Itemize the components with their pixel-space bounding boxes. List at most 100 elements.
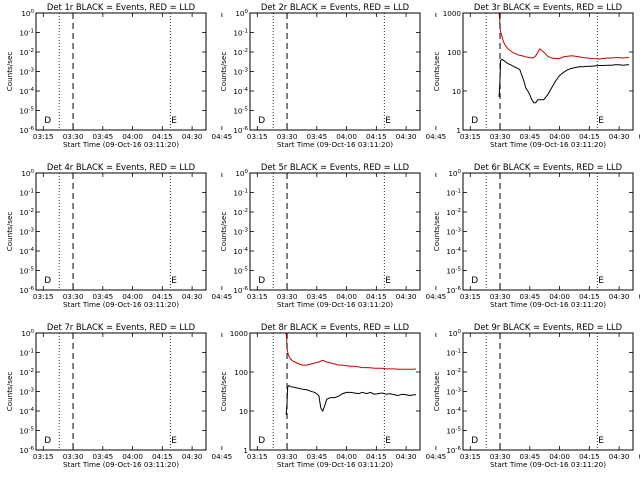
x-tick-label: 03:45 bbox=[92, 452, 113, 461]
x-axis-label: Start Time (09-Oct-16 03:11:20) bbox=[490, 460, 606, 469]
marker-d: D bbox=[471, 116, 478, 126]
x-tick-label: 04:30 bbox=[182, 452, 203, 461]
x-tick-label: 04:30 bbox=[396, 452, 417, 461]
marker-d: D bbox=[44, 276, 51, 286]
y-tick-label: 10-4 bbox=[19, 407, 34, 416]
x-axis-label: Start Time (09-Oct-16 03:11:20) bbox=[490, 300, 606, 309]
x-tick-label: 03:45 bbox=[519, 452, 540, 461]
x-tick-label: 03:15 bbox=[33, 132, 54, 141]
y-tick-label: 10 bbox=[239, 407, 249, 416]
x-tick-label: 03:45 bbox=[306, 132, 327, 141]
x-axis-label: Start Time (09-Oct-16 03:11:20) bbox=[63, 140, 179, 149]
detector-panel-3: Det 3r BLACK = Events, RED = LLD Counts/s… bbox=[432, 2, 640, 149]
plot-frame bbox=[35, 332, 207, 451]
x-axis-label: Start Time (09-Oct-16 03:11:20) bbox=[490, 140, 606, 149]
y-tick-label: 10-1 bbox=[446, 189, 461, 198]
y-tick-label: 100 bbox=[234, 368, 248, 377]
y-tick-label: 10-3 bbox=[19, 68, 34, 77]
y-tick-label: 10-4 bbox=[233, 87, 248, 96]
lld-series-line bbox=[498, 12, 629, 60]
x-tick-label: 04:00 bbox=[336, 452, 357, 461]
x-tick-label: 03:30 bbox=[63, 292, 84, 301]
y-tick-label: 100 bbox=[235, 9, 248, 18]
x-tick-label: 04:30 bbox=[182, 132, 203, 141]
y-tick-label: 10-1 bbox=[19, 349, 34, 358]
panel-title: Det 4r BLACK = Events, RED = LLD bbox=[47, 162, 195, 172]
x-tick-label: 03:15 bbox=[247, 132, 268, 141]
marker-e: E bbox=[385, 276, 391, 286]
events-series-line bbox=[498, 58, 629, 104]
x-tick-label: 04:00 bbox=[122, 292, 143, 301]
x-tick-label: 04:45 bbox=[426, 452, 447, 461]
y-axis-label: Counts/sec bbox=[432, 52, 441, 92]
y-tick-label: 10-1 bbox=[233, 189, 248, 198]
y-axis-label: Counts/sec bbox=[219, 212, 228, 252]
x-tick-label: 03:15 bbox=[460, 452, 481, 461]
x-tick-label: 04:45 bbox=[212, 292, 233, 301]
y-tick-label: 100 bbox=[447, 48, 461, 57]
y-tick-label: 10-6 bbox=[19, 286, 34, 295]
plot-frame bbox=[462, 172, 634, 291]
y-axis-label: Counts/sec bbox=[5, 52, 14, 92]
y-tick-label: 10-6 bbox=[446, 446, 461, 455]
panel-title: Det 1r BLACK = Events, RED = LLD bbox=[47, 2, 195, 12]
y-tick-label: 10-3 bbox=[233, 228, 248, 237]
y-tick-label: 10-4 bbox=[19, 247, 34, 256]
marker-d: D bbox=[258, 436, 265, 446]
x-tick-label: 03:15 bbox=[33, 452, 54, 461]
x-tick-label: 04:15 bbox=[366, 292, 387, 301]
marker-e: E bbox=[171, 116, 177, 126]
x-tick-label: 04:15 bbox=[366, 132, 387, 141]
plot-frame bbox=[249, 172, 421, 291]
y-tick-label: 10-2 bbox=[19, 48, 34, 57]
x-tick-label: 04:15 bbox=[152, 292, 173, 301]
y-tick-label: 10-1 bbox=[233, 29, 248, 38]
y-tick-label: 10-2 bbox=[19, 208, 34, 217]
y-tick-label: 10-2 bbox=[233, 208, 248, 217]
x-axis-label: Start Time (09-Oct-16 03:11:20) bbox=[277, 140, 393, 149]
y-axis-label: Counts/sec bbox=[5, 372, 14, 412]
x-tick-label: 03:30 bbox=[63, 452, 84, 461]
events-series-line bbox=[285, 384, 416, 415]
y-tick-label: 10 bbox=[452, 87, 462, 96]
x-tick-label: 04:30 bbox=[396, 132, 417, 141]
y-tick-label: 10-5 bbox=[19, 107, 34, 116]
x-tick-label: 03:30 bbox=[277, 452, 298, 461]
x-axis-label: Start Time (09-Oct-16 03:11:20) bbox=[63, 300, 179, 309]
x-tick-label: 03:45 bbox=[306, 292, 327, 301]
x-tick-label: 04:45 bbox=[426, 132, 447, 141]
detector-panel-5: Det 5r BLACK = Events, RED = LLD Counts/s… bbox=[219, 162, 446, 309]
y-tick-label: 10-3 bbox=[19, 228, 34, 237]
x-tick-label: 03:15 bbox=[247, 292, 268, 301]
marker-e: E bbox=[598, 276, 604, 286]
x-tick-label: 03:30 bbox=[277, 132, 298, 141]
y-tick-label: 10-4 bbox=[446, 247, 461, 256]
x-tick-label: 04:00 bbox=[122, 132, 143, 141]
y-tick-label: 10-5 bbox=[446, 427, 461, 436]
x-tick-label: 03:15 bbox=[460, 292, 481, 301]
x-axis-label: Start Time (09-Oct-16 03:11:20) bbox=[277, 300, 393, 309]
detector-panel-8: Det 8r BLACK = Events, RED = LLD Counts/s… bbox=[219, 322, 446, 469]
y-axis-label: Counts/sec bbox=[219, 52, 228, 92]
x-tick-label: 04:00 bbox=[336, 292, 357, 301]
x-tick-label: 03:45 bbox=[306, 452, 327, 461]
y-tick-label: 10-1 bbox=[19, 29, 34, 38]
y-tick-label: 1000 bbox=[443, 9, 462, 18]
marker-d: D bbox=[44, 436, 51, 446]
y-tick-label: 100 bbox=[235, 169, 248, 178]
y-tick-label: 10-6 bbox=[19, 446, 34, 455]
y-tick-label: 10-2 bbox=[446, 368, 461, 377]
detector-panel-2: Det 2r BLACK = Events, RED = LLD Counts/s… bbox=[219, 2, 446, 149]
y-tick-label: 10-1 bbox=[446, 349, 461, 358]
y-tick-label: 100 bbox=[21, 169, 34, 178]
y-tick-label: 100 bbox=[21, 329, 34, 338]
detector-panel-9: Det 9r BLACK = Events, RED = LLD Counts/s… bbox=[432, 322, 640, 469]
y-tick-label: 10-5 bbox=[446, 267, 461, 276]
y-tick-label: 1000 bbox=[230, 329, 249, 338]
x-tick-label: 04:00 bbox=[336, 132, 357, 141]
marker-d: D bbox=[258, 116, 265, 126]
x-tick-label: 04:30 bbox=[609, 452, 630, 461]
y-tick-label: 10-5 bbox=[19, 267, 34, 276]
panel-title: Det 9r BLACK = Events, RED = LLD bbox=[474, 322, 622, 332]
